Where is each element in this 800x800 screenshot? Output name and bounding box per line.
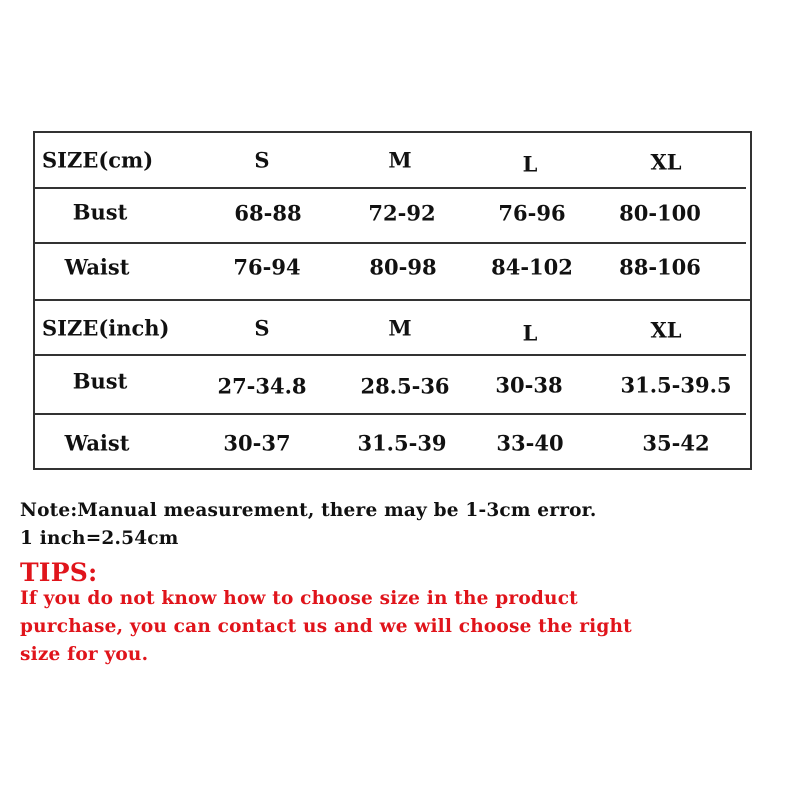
cell: 31.5-39.5	[620, 372, 732, 398]
cell: 72-92	[368, 200, 436, 226]
cell: 76-96	[498, 200, 566, 226]
header-xl: XL	[650, 317, 682, 343]
header-m: M	[388, 315, 412, 341]
row-label: Waist	[64, 430, 130, 456]
divider	[33, 299, 752, 301]
cell: 68-88	[234, 200, 302, 226]
conversion-note: 1 inch=2.54cm	[20, 528, 179, 549]
cell: 80-98	[369, 254, 437, 280]
cell: 31.5-39	[357, 430, 447, 456]
row-label: Bust	[72, 199, 128, 225]
cell: 30-37	[223, 430, 291, 456]
cell: 35-42	[642, 430, 710, 456]
header-xl: XL	[650, 149, 682, 175]
tips-line: If you do not know how to choose size in…	[20, 588, 578, 609]
header-size-cm: SIZE(cm)	[42, 147, 154, 173]
cell: 80-100	[619, 200, 701, 226]
divider	[33, 187, 746, 189]
cell: 30-38	[495, 372, 563, 398]
header-s: S	[254, 315, 270, 341]
note-line: Note:Manual measurement, there may be 1-…	[20, 500, 597, 521]
cell: 28.5-36	[360, 373, 450, 399]
tips-title: TIPS:	[20, 558, 98, 587]
cell: 27-34.8	[217, 373, 307, 399]
header-l: L	[522, 151, 538, 177]
header-l: L	[522, 320, 538, 346]
divider	[33, 242, 746, 244]
cell: 88-106	[619, 254, 701, 280]
divider	[33, 354, 746, 356]
tips-line: size for you.	[20, 644, 149, 665]
row-label: Waist	[64, 254, 130, 280]
cell: 33-40	[496, 430, 564, 456]
tips-line: purchase, you can contact us and we will…	[20, 616, 632, 637]
header-size-inch: SIZE(inch)	[42, 315, 170, 341]
cell: 76-94	[233, 254, 301, 280]
header-m: M	[388, 147, 412, 173]
row-label: Bust	[72, 368, 128, 394]
divider	[33, 413, 746, 415]
header-s: S	[254, 147, 270, 173]
cell: 84-102	[491, 254, 573, 280]
